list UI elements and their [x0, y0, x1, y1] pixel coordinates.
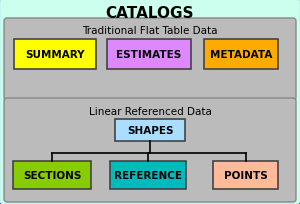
FancyBboxPatch shape	[204, 40, 278, 70]
FancyBboxPatch shape	[107, 40, 191, 70]
FancyBboxPatch shape	[14, 40, 96, 70]
FancyBboxPatch shape	[4, 99, 296, 202]
FancyBboxPatch shape	[13, 161, 91, 189]
Text: POINTS: POINTS	[224, 170, 267, 180]
Text: SUMMARY: SUMMARY	[25, 50, 85, 60]
FancyBboxPatch shape	[213, 161, 278, 189]
Text: CATALOGS: CATALOGS	[106, 7, 194, 21]
FancyBboxPatch shape	[4, 19, 296, 101]
Text: ESTIMATES: ESTIMATES	[116, 50, 182, 60]
Text: Linear Referenced Data: Linear Referenced Data	[88, 106, 212, 116]
FancyBboxPatch shape	[110, 161, 186, 189]
Text: Traditional Flat Table Data: Traditional Flat Table Data	[82, 26, 218, 36]
Text: REFERENCE: REFERENCE	[114, 170, 182, 180]
Text: SHAPES: SHAPES	[127, 125, 173, 135]
Text: SECTIONS: SECTIONS	[23, 170, 81, 180]
Text: METADATA: METADATA	[210, 50, 272, 60]
FancyBboxPatch shape	[115, 119, 185, 141]
